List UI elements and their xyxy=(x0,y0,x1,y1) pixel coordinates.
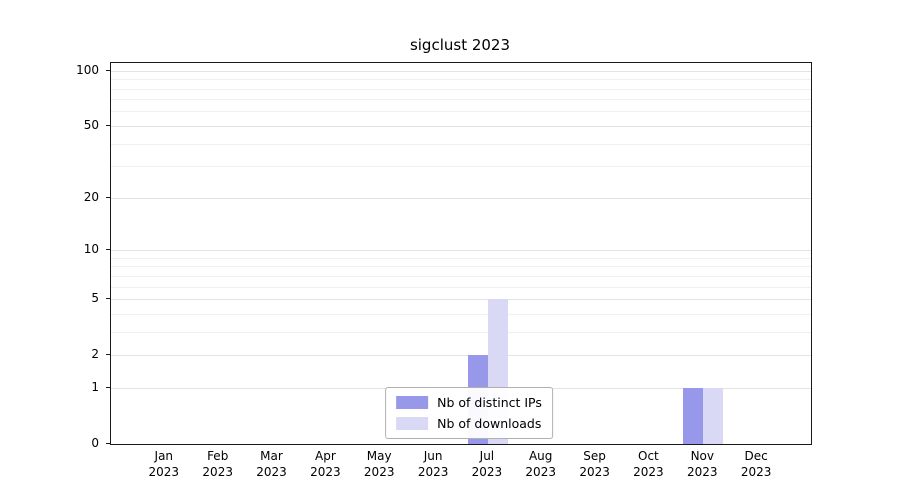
gridline xyxy=(111,111,811,113)
x-tick-label: Aug 2023 xyxy=(525,449,556,479)
gridline xyxy=(111,299,811,300)
y-tick-label: 10 xyxy=(83,242,99,256)
y-tick-label: 20 xyxy=(83,189,99,204)
y-tick-label: 100 xyxy=(76,62,99,77)
gridline xyxy=(111,166,811,168)
x-tick-label: Jan 2023 xyxy=(148,449,180,479)
y-tick-mark xyxy=(106,354,110,356)
gridline xyxy=(111,257,811,259)
gridline xyxy=(111,70,811,72)
gridline xyxy=(111,88,811,90)
legend-swatch-downloads xyxy=(396,417,429,430)
y-tick-mark xyxy=(106,69,110,71)
bar-distinct-ips xyxy=(683,387,704,444)
y-tick-mark xyxy=(106,386,110,388)
gridline xyxy=(111,79,811,81)
gridline xyxy=(111,313,811,315)
legend-label-distinct-ips: Nb of distinct IPs xyxy=(437,395,542,410)
gridline xyxy=(111,331,811,333)
gridline xyxy=(111,125,811,127)
x-tick-label: Mar 2023 xyxy=(256,449,287,479)
gridline xyxy=(111,355,811,357)
x-tick-label: Jul 2023 xyxy=(471,449,503,479)
legend-swatch-distinct-ips xyxy=(396,396,429,409)
plot-area: Nb of distinct IPs Nb of downloads xyxy=(110,62,812,445)
x-tick-label: May 2023 xyxy=(363,449,395,479)
legend: Nb of distinct IPs Nb of downloads xyxy=(385,387,553,439)
x-tick-label: Nov 2023 xyxy=(687,449,718,479)
x-tick-label: Oct 2023 xyxy=(633,449,664,479)
legend-item-downloads: Nb of downloads xyxy=(396,416,542,431)
y-tick-label: 50 xyxy=(83,117,99,132)
y-tick-mark xyxy=(106,249,110,250)
bar-downloads xyxy=(703,387,724,444)
legend-label-downloads: Nb of downloads xyxy=(437,416,542,431)
legend-item-distinct-ips: Nb of distinct IPs xyxy=(396,395,542,410)
x-axis: Jan 2023 Feb 2023 Mar 2023 Apr 2023 May 2023 Jun 20… xyxy=(110,448,810,488)
y-tick-label: 0 xyxy=(91,436,99,450)
x-tick-label: Jun 2023 xyxy=(417,449,449,479)
y-tick-mark xyxy=(106,298,110,299)
y-tick-mark xyxy=(106,443,110,444)
y-axis: 0 1 2 5 10 20 50 100 xyxy=(0,62,110,450)
gridline xyxy=(111,275,811,277)
y-tick-mark xyxy=(106,196,110,198)
gridline xyxy=(111,197,811,199)
y-tick-label: 5 xyxy=(91,291,99,305)
y-tick-label: 2 xyxy=(91,347,99,362)
x-tick-label: Apr 2023 xyxy=(310,449,341,479)
gridline xyxy=(111,266,811,268)
y-tick-mark xyxy=(106,124,110,126)
gridline xyxy=(111,286,811,288)
x-tick-label: Dec 2023 xyxy=(740,449,772,479)
x-tick-label: Sep 2023 xyxy=(579,449,610,479)
gridline xyxy=(111,250,811,251)
y-tick-label: 1 xyxy=(91,379,99,394)
gridline xyxy=(111,99,811,101)
x-tick-label: Feb 2023 xyxy=(202,449,233,479)
chart-title: sigclust 2023 xyxy=(409,36,511,54)
gridline xyxy=(111,143,811,145)
